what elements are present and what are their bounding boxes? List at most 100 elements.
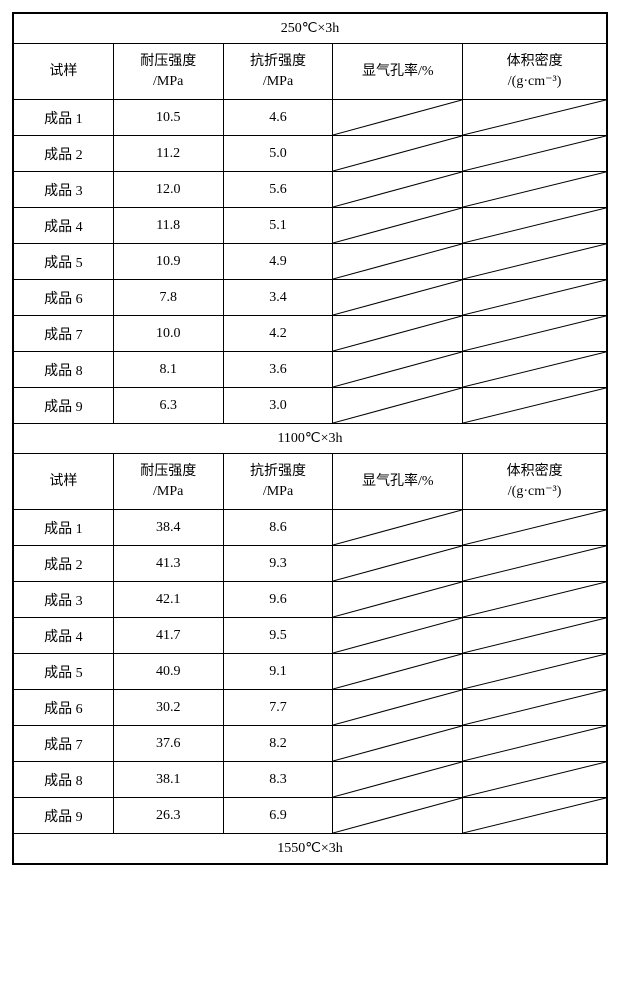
header-porosity: 显气孔率/%: [333, 454, 463, 510]
table-row: 成品 110.54.6: [14, 100, 607, 136]
cell-sample: 成品 5: [14, 244, 114, 280]
cell-sample: 成品 6: [14, 690, 114, 726]
table-row: 成品 241.39.3: [14, 546, 607, 582]
cell-porosity: [333, 244, 463, 280]
data-table-container: 250℃×3h试样耐压强度/MPa抗折强度/MPa显气孔率/%体积密度/(g·c…: [12, 12, 608, 865]
table-row: 成品 737.68.2: [14, 726, 607, 762]
cell-flexural: 3.6: [223, 352, 333, 388]
cell-compressive: 38.1: [113, 762, 223, 798]
cell-flexural: 9.6: [223, 582, 333, 618]
section-title: 1100℃×3h: [14, 424, 607, 454]
table-row: 成品 211.25.0: [14, 136, 607, 172]
cell-sample: 成品 9: [14, 388, 114, 424]
cell-sample: 成品 3: [14, 172, 114, 208]
cell-density: [463, 690, 607, 726]
cell-density: [463, 136, 607, 172]
table-row: 成品 630.27.7: [14, 690, 607, 726]
cell-compressive: 10.5: [113, 100, 223, 136]
cell-flexural: 3.4: [223, 280, 333, 316]
table-row: 成品 838.18.3: [14, 762, 607, 798]
cell-flexural: 8.6: [223, 510, 333, 546]
table-row: 成品 88.13.6: [14, 352, 607, 388]
cell-sample: 成品 5: [14, 654, 114, 690]
cell-sample: 成品 4: [14, 618, 114, 654]
header-porosity: 显气孔率/%: [333, 44, 463, 100]
table-row: 成品 510.94.9: [14, 244, 607, 280]
cell-porosity: [333, 798, 463, 834]
header-density: 体积密度/(g·cm⁻³): [463, 44, 607, 100]
cell-sample: 成品 4: [14, 208, 114, 244]
cell-compressive: 11.2: [113, 136, 223, 172]
table-row: 成品 96.33.0: [14, 388, 607, 424]
cell-density: [463, 726, 607, 762]
cell-compressive: 26.3: [113, 798, 223, 834]
cell-flexural: 4.9: [223, 244, 333, 280]
table-row: 成品 342.19.6: [14, 582, 607, 618]
cell-density: [463, 280, 607, 316]
cell-compressive: 30.2: [113, 690, 223, 726]
cell-density: [463, 208, 607, 244]
cell-sample: 成品 6: [14, 280, 114, 316]
cell-porosity: [333, 762, 463, 798]
cell-flexural: 9.3: [223, 546, 333, 582]
cell-porosity: [333, 388, 463, 424]
cell-flexural: 5.1: [223, 208, 333, 244]
header-sample: 试样: [14, 454, 114, 510]
cell-porosity: [333, 546, 463, 582]
header-compressive: 耐压强度/MPa: [113, 44, 223, 100]
cell-density: [463, 798, 607, 834]
header-compressive: 耐压强度/MPa: [113, 454, 223, 510]
cell-porosity: [333, 136, 463, 172]
cell-density: [463, 510, 607, 546]
cell-porosity: [333, 316, 463, 352]
cell-flexural: 9.5: [223, 618, 333, 654]
cell-porosity: [333, 208, 463, 244]
table-row: 成品 926.36.9: [14, 798, 607, 834]
section-title: 1550℃×3h: [14, 834, 607, 864]
cell-density: [463, 582, 607, 618]
cell-flexural: 6.9: [223, 798, 333, 834]
cell-flexural: 7.7: [223, 690, 333, 726]
cell-density: [463, 546, 607, 582]
cell-sample: 成品 8: [14, 352, 114, 388]
header-density: 体积密度/(g·cm⁻³): [463, 454, 607, 510]
cell-sample: 成品 3: [14, 582, 114, 618]
cell-density: [463, 388, 607, 424]
cell-sample: 成品 1: [14, 510, 114, 546]
cell-compressive: 38.4: [113, 510, 223, 546]
table-row: 成品 312.05.6: [14, 172, 607, 208]
cell-density: [463, 654, 607, 690]
data-table: 250℃×3h试样耐压强度/MPa抗折强度/MPa显气孔率/%体积密度/(g·c…: [13, 13, 607, 864]
cell-sample: 成品 9: [14, 798, 114, 834]
cell-flexural: 4.6: [223, 100, 333, 136]
cell-density: [463, 244, 607, 280]
header-sample: 试样: [14, 44, 114, 100]
cell-porosity: [333, 100, 463, 136]
cell-compressive: 41.3: [113, 546, 223, 582]
cell-compressive: 8.1: [113, 352, 223, 388]
cell-flexural: 5.6: [223, 172, 333, 208]
table-row: 成品 540.99.1: [14, 654, 607, 690]
cell-compressive: 40.9: [113, 654, 223, 690]
cell-density: [463, 100, 607, 136]
cell-sample: 成品 8: [14, 762, 114, 798]
cell-compressive: 10.0: [113, 316, 223, 352]
cell-flexural: 8.3: [223, 762, 333, 798]
cell-density: [463, 316, 607, 352]
cell-sample: 成品 2: [14, 546, 114, 582]
cell-flexural: 8.2: [223, 726, 333, 762]
section-title: 250℃×3h: [14, 14, 607, 44]
header-flexural: 抗折强度/MPa: [223, 44, 333, 100]
cell-compressive: 6.3: [113, 388, 223, 424]
cell-porosity: [333, 654, 463, 690]
cell-flexural: 3.0: [223, 388, 333, 424]
cell-porosity: [333, 510, 463, 546]
cell-sample: 成品 2: [14, 136, 114, 172]
cell-compressive: 37.6: [113, 726, 223, 762]
cell-density: [463, 352, 607, 388]
cell-density: [463, 762, 607, 798]
cell-sample: 成品 7: [14, 726, 114, 762]
cell-compressive: 7.8: [113, 280, 223, 316]
cell-sample: 成品 1: [14, 100, 114, 136]
cell-flexural: 9.1: [223, 654, 333, 690]
